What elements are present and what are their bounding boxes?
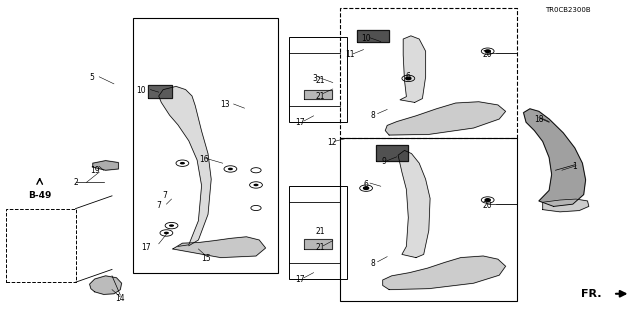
Polygon shape [524,109,586,206]
Text: 1: 1 [572,162,577,171]
Text: 21: 21 [316,76,324,85]
Text: 6: 6 [406,72,411,81]
Text: 15: 15 [201,254,211,263]
Polygon shape [357,30,389,42]
Polygon shape [400,36,426,102]
Circle shape [406,77,411,80]
Circle shape [180,162,185,164]
Text: 7: 7 [163,191,168,200]
Bar [289,37,347,122]
Circle shape [169,224,174,227]
Bar [340,8,517,138]
Polygon shape [304,90,332,99]
Polygon shape [159,86,211,246]
Polygon shape [398,150,430,258]
Text: 7: 7 [156,201,161,210]
Polygon shape [148,85,172,98]
Circle shape [228,168,233,170]
Text: 8: 8 [370,111,375,120]
Text: 19: 19 [90,166,100,175]
Text: 8: 8 [370,259,375,268]
Text: 5: 5 [89,73,94,82]
Text: 17: 17 [294,118,305,127]
Text: 18: 18 [534,115,543,124]
Text: 21: 21 [316,92,324,101]
Text: 20: 20 [483,201,493,210]
Polygon shape [385,102,506,135]
Text: 21: 21 [316,227,324,236]
Text: 10: 10 [361,34,371,43]
Polygon shape [376,145,408,161]
Text: 2: 2 [73,178,78,187]
Text: 10: 10 [136,86,146,95]
Text: 3: 3 [312,74,317,83]
Polygon shape [173,237,266,258]
Text: 12: 12 [327,138,336,147]
Bar [133,18,278,273]
Text: FR.: FR. [581,289,602,299]
Text: B-49: B-49 [28,191,51,200]
Text: 21: 21 [316,243,324,252]
Text: 9: 9 [381,157,387,166]
Text: 20: 20 [483,50,493,59]
Text: 11: 11 [346,50,355,59]
Circle shape [485,199,490,201]
Polygon shape [93,161,118,170]
Text: TR0CB2300B: TR0CB2300B [545,7,591,13]
Polygon shape [90,276,122,294]
Circle shape [485,50,490,52]
Circle shape [164,232,169,234]
Polygon shape [543,199,589,212]
Polygon shape [383,256,506,290]
Circle shape [253,184,259,186]
Bar [340,138,517,301]
Circle shape [364,187,369,189]
Text: 13: 13 [220,100,230,109]
Bar [6,209,76,282]
Bar [289,186,347,279]
Polygon shape [304,239,332,249]
Text: 6: 6 [364,180,369,189]
Text: 17: 17 [141,243,151,252]
Text: 16: 16 [198,155,209,164]
Text: 17: 17 [294,275,305,284]
Text: 14: 14 [115,294,125,303]
